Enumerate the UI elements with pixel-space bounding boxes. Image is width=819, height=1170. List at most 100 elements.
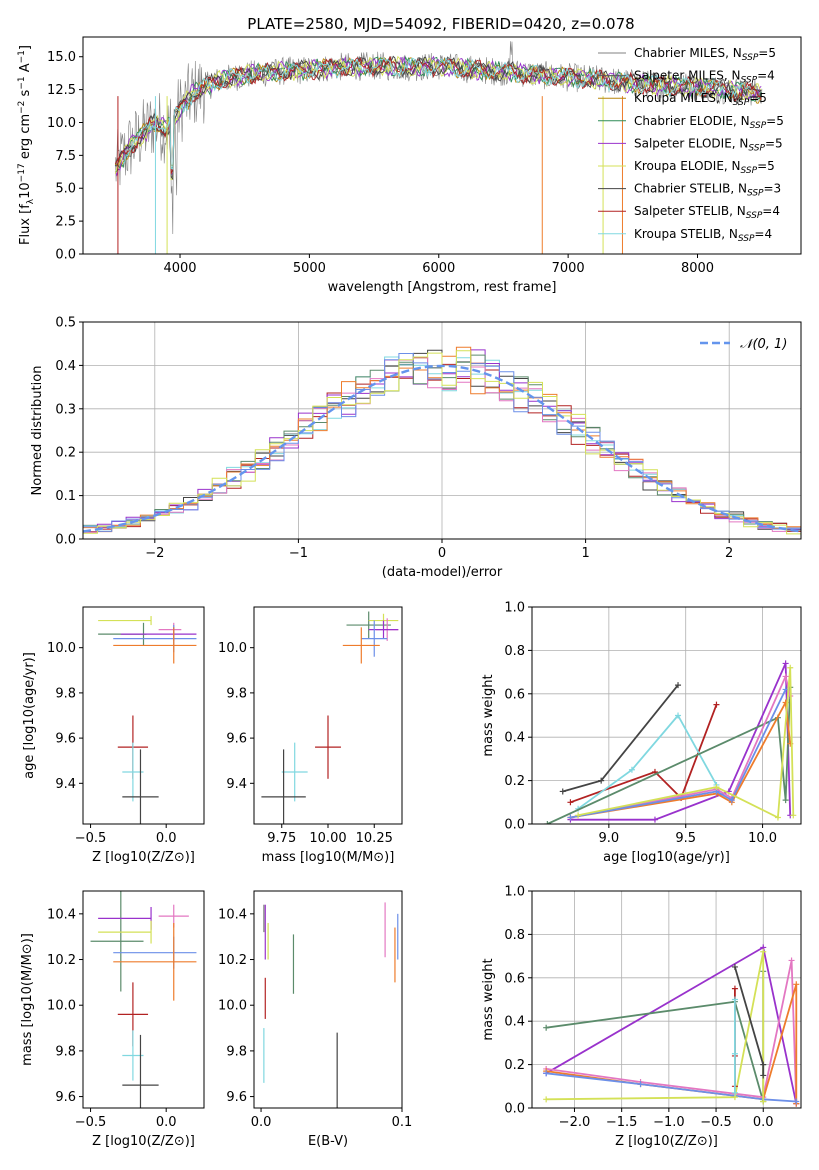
- z-weight-panel: −2.0 −1.5 −1.0 −0.5 0.0 0.0 0.2 0.4 0.6 0.8 1.0 Z […: [481, 885, 802, 1149]
- z-weight-panel-frame: [531, 890, 802, 1109]
- x-tick-label: 10.25: [356, 831, 393, 846]
- x-tick-label: 0.0: [156, 1115, 177, 1130]
- y-tick-label: 10.0: [47, 116, 76, 131]
- weight-marker: [567, 799, 574, 806]
- y-tick-label: 0.8: [504, 644, 525, 659]
- weight-marker: [598, 777, 605, 784]
- weight-marker: [782, 797, 789, 804]
- weight-marker: [760, 1061, 767, 1068]
- weight-marker: [731, 963, 738, 970]
- x-tick-label: 5000: [293, 261, 326, 276]
- x-tick-label: −0.5: [700, 1115, 732, 1130]
- x-axis-label: Z [log10(Z/Z⊙)]: [92, 850, 195, 865]
- y-tick-label: 0.0: [55, 248, 76, 263]
- y-tick-label: 0.2: [55, 446, 76, 461]
- x-tick-label: 0.0: [251, 1115, 272, 1130]
- weight-marker: [713, 784, 720, 791]
- x-tick-label: 4000: [163, 261, 196, 276]
- y-tick-label: 9.8: [55, 686, 76, 701]
- weight-line: [577, 713, 718, 810]
- y-tick-label: 0.4: [504, 731, 525, 746]
- x-tick-label: 10.00: [309, 831, 346, 846]
- y-tick-label: 0.0: [504, 818, 525, 833]
- x-axis-label: age [log10(age/yr)]: [603, 850, 730, 865]
- y-tick-label: 9.6: [226, 732, 247, 747]
- weight-line: [570, 689, 787, 819]
- x-tick-label: 9.75: [267, 831, 296, 846]
- weight-marker: [637, 1081, 644, 1088]
- y-tick-label: 10.4: [47, 907, 76, 922]
- y-tick-label: 0.4: [504, 1015, 525, 1030]
- y-tick-label: 10.2: [218, 953, 247, 968]
- y-tick-label: 0.3: [55, 402, 76, 417]
- spectrum-panel-frame: [82, 36, 802, 255]
- weight-marker: [788, 957, 795, 964]
- x-tick-label: −0.5: [75, 1115, 107, 1130]
- weight-line: [546, 951, 765, 1102]
- normal-curve: [83, 364, 801, 533]
- y-tick-label: 0.1: [55, 489, 76, 504]
- weight-marker: [675, 682, 682, 689]
- model-spectrum: [115, 55, 762, 173]
- y-axis-label: mass weight: [481, 958, 496, 1040]
- weight-marker: [793, 1098, 800, 1105]
- weight-marker: [675, 712, 682, 719]
- y-tick-label: 9.8: [55, 1044, 76, 1059]
- weight-marker: [760, 1098, 767, 1105]
- y-tick-label: 5.0: [55, 182, 76, 197]
- ebv-mass-panel-frame: [253, 890, 403, 1109]
- y-tick-label: 0.0: [55, 533, 76, 548]
- legend-entry: Salpeter STELIB, NSSP=4: [634, 204, 780, 221]
- y-tick-label: 9.6: [55, 1090, 76, 1105]
- weight-marker: [760, 1072, 767, 1079]
- weight-marker: [559, 788, 566, 795]
- x-tick-label: 10.0: [748, 831, 777, 846]
- x-tick-label: 9.5: [675, 831, 696, 846]
- y-tick-label: 15.0: [47, 50, 76, 65]
- z-age-panel: −0.5 0.0 9.4 9.6 9.8 10.0 Z [log10(Z/Z⊙)] age […: [22, 606, 205, 865]
- y-tick-label: 10.0: [47, 641, 76, 656]
- y-tick-label: 9.8: [226, 686, 247, 701]
- x-axis-label: wavelength [Angstrom, rest frame]: [328, 280, 557, 295]
- x-tick-label: 6000: [422, 261, 455, 276]
- z-mass-panel: −0.5 0.0 9.6 9.8 10.0 10.2 10.4 Z [log10(Z/Z⊙)]…: [20, 890, 205, 1149]
- model-spectrum: [114, 55, 762, 177]
- histogram-panel-plot-area: [83, 322, 801, 539]
- y-tick-label: 0.6: [504, 971, 525, 986]
- spectrum-panel-plot-area: [114, 41, 763, 254]
- x-tick-label: 2: [725, 546, 733, 561]
- weight-marker: [651, 816, 658, 823]
- x-tick-label: 0.0: [156, 831, 177, 846]
- weight-marker: [782, 660, 789, 667]
- spectrum-legend: Chabrier MILES, NSSP=5 Salpeter MILES, NS…: [598, 46, 784, 244]
- y-tick-label: 9.8: [226, 1044, 247, 1059]
- y-tick-label: 2.5: [55, 215, 76, 230]
- mass-age-panel-plot-area: [261, 611, 399, 824]
- x-tick-label: −1: [289, 546, 308, 561]
- x-tick-label: 7000: [552, 261, 585, 276]
- weight-marker: [774, 814, 781, 821]
- x-tick-label: −2.0: [559, 1115, 591, 1130]
- legend-entry: Kroupa STELIB, NSSP=4: [634, 227, 772, 244]
- age-weight-panel: 9.0 9.5 10.0 0.0 0.2 0.4 0.6 0.8 1.0 age [log10(a…: [481, 601, 802, 865]
- weight-marker: [543, 1070, 550, 1077]
- y-tick-label: 9.6: [55, 732, 76, 747]
- y-tick-label: 9.6: [226, 1090, 247, 1105]
- y-axis-label: Normed distribution: [30, 366, 45, 496]
- y-tick-label: 1.0: [504, 601, 525, 616]
- weight-line: [546, 1072, 797, 1103]
- age-weight-panel-plot-area: [532, 607, 801, 824]
- weight-marker: [793, 981, 800, 988]
- z-mass-panel-plot-area: [90, 891, 197, 1108]
- x-tick-label: 0.1: [392, 1115, 413, 1130]
- legend-entry: Salpeter ELODIE, NSSP=5: [634, 136, 783, 153]
- x-axis-label: E(B-V): [308, 1134, 348, 1149]
- weight-marker: [790, 812, 797, 819]
- x-axis-label: (data-model)/error: [382, 565, 503, 580]
- x-axis-label: Z [log10(Z/Z⊙)]: [92, 1134, 195, 1149]
- y-tick-label: 1.0: [504, 885, 525, 900]
- legend-entry: Kroupa ELODIE, NSSP=5: [634, 159, 775, 176]
- y-tick-label: 10.0: [218, 641, 247, 656]
- legend-entry: Chabrier ELODIE, NSSP=5: [634, 114, 784, 131]
